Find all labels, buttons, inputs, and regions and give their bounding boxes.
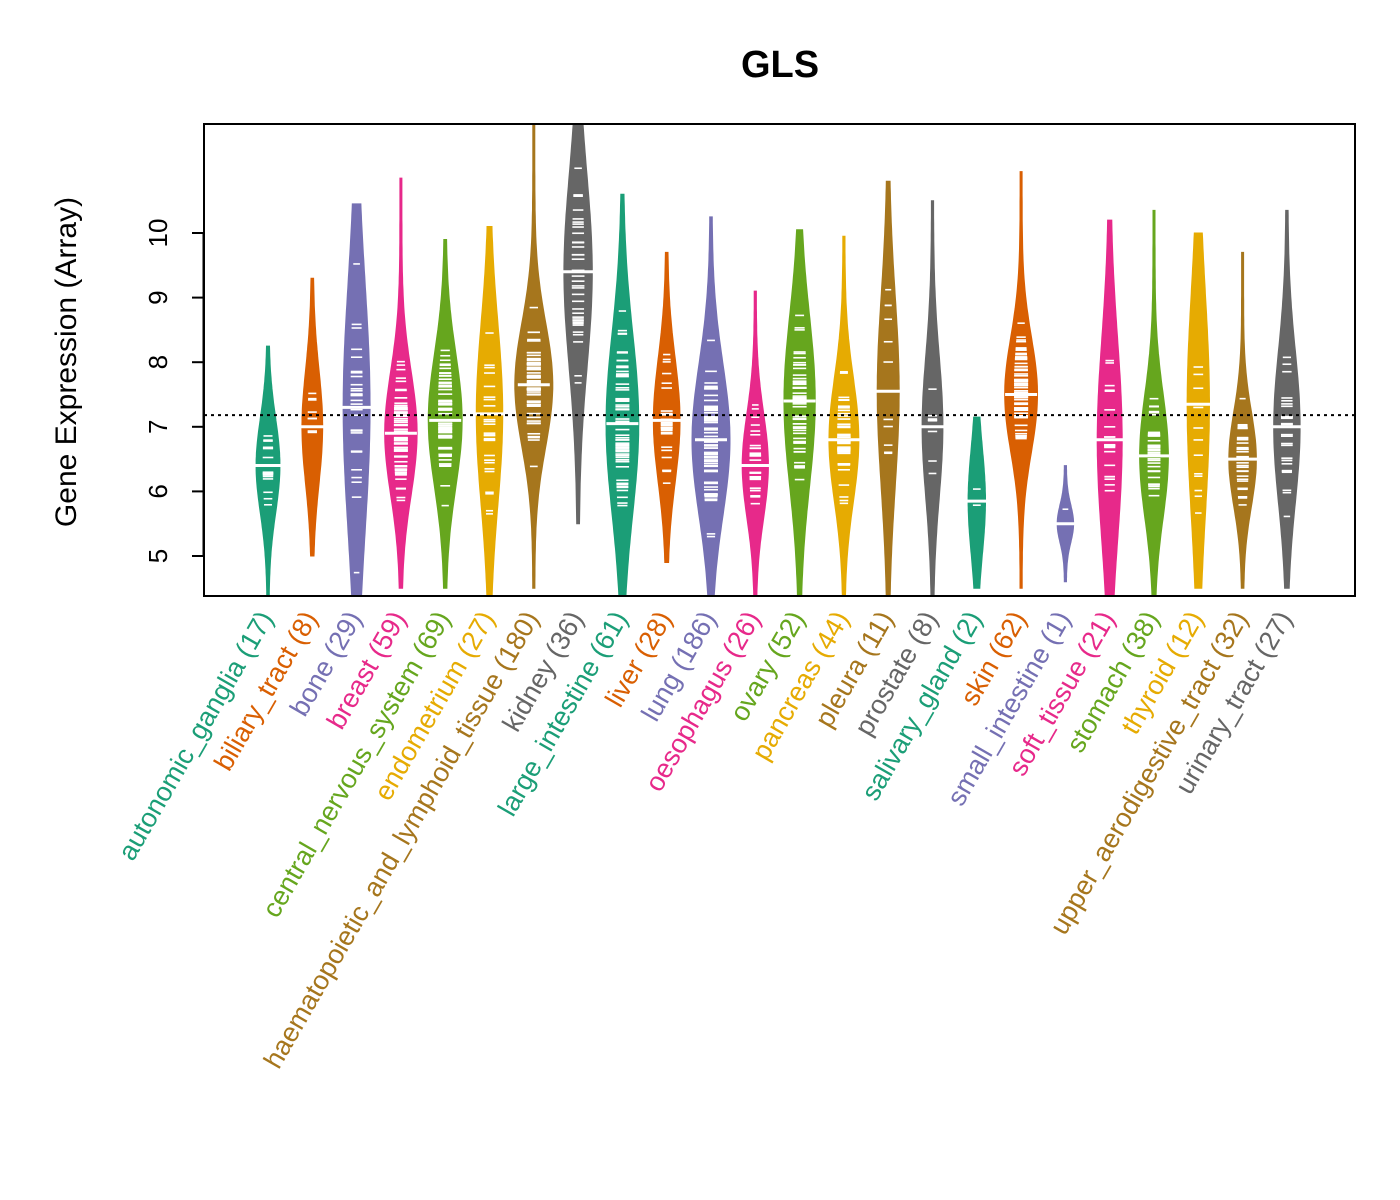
- violin-breast: [384, 177, 418, 589]
- violin-prostate: [916, 200, 949, 596]
- violin-body: [514, 124, 554, 589]
- violin-body: [1228, 251, 1257, 589]
- violin-urinary-tract: [1270, 209, 1303, 589]
- violin-body: [1186, 232, 1210, 589]
- violin-body: [1096, 219, 1123, 596]
- violin-liver: [650, 251, 683, 563]
- violin-body: [301, 277, 324, 557]
- violin-endometrium: [473, 226, 506, 596]
- violin-body: [605, 193, 640, 596]
- violin-body: [255, 345, 281, 596]
- violin-body: [652, 251, 681, 563]
- x-axis-labels: autonomic_ganglia (17)biliary_tract (8)b…: [112, 606, 1298, 1073]
- violin-body: [741, 290, 769, 596]
- violins-layer: [252, 124, 1303, 596]
- violin-kidney: [562, 124, 595, 525]
- violin-body: [342, 203, 371, 596]
- y-tick-label-9: 9: [143, 290, 173, 304]
- violin-body: [475, 226, 504, 596]
- violin-bone: [340, 203, 373, 596]
- violin-small-intestine: [1049, 465, 1082, 583]
- violin-ovary: [783, 229, 816, 596]
- plot-frame: [203, 123, 1356, 597]
- violin-body: [921, 200, 944, 596]
- chart-title: GLS: [741, 44, 819, 86]
- violin-salivary-gland: [960, 416, 993, 589]
- violin-lung: [691, 216, 731, 596]
- y-tick-label-6: 6: [143, 484, 173, 498]
- violin-skin: [1004, 171, 1038, 589]
- violin-body: [967, 416, 986, 589]
- violin-stomach: [1138, 209, 1170, 596]
- violin-biliary-tract: [296, 277, 329, 557]
- violin-pleura: [872, 180, 905, 596]
- y-axis: 5 6 7 8 9 10: [143, 219, 205, 563]
- violin-haematopoietic-and-lymphoid-tissue: [514, 124, 554, 589]
- y-axis-label: Gene Expression (Array): [50, 197, 83, 527]
- violin-body: [876, 180, 900, 596]
- y-tick-label-8: 8: [143, 355, 173, 369]
- violin-autonomic-ganglia: [252, 345, 284, 596]
- y-tick-label-5: 5: [143, 549, 173, 563]
- violin-body: [783, 229, 816, 596]
- violin-body: [384, 177, 418, 589]
- y-tick-label-7: 7: [143, 420, 173, 434]
- violin-oesophagus: [739, 290, 772, 596]
- violin-body: [1139, 209, 1169, 596]
- violin-soft-tissue: [1093, 219, 1126, 596]
- violin-central-nervous-system: [427, 239, 463, 589]
- violin-large-intestine: [605, 193, 640, 596]
- violin-upper-aerodigestive-tract: [1226, 251, 1259, 589]
- violin-thyroid: [1182, 232, 1215, 589]
- y-tick-label-10: 10: [143, 219, 173, 248]
- violin-body: [1273, 209, 1301, 589]
